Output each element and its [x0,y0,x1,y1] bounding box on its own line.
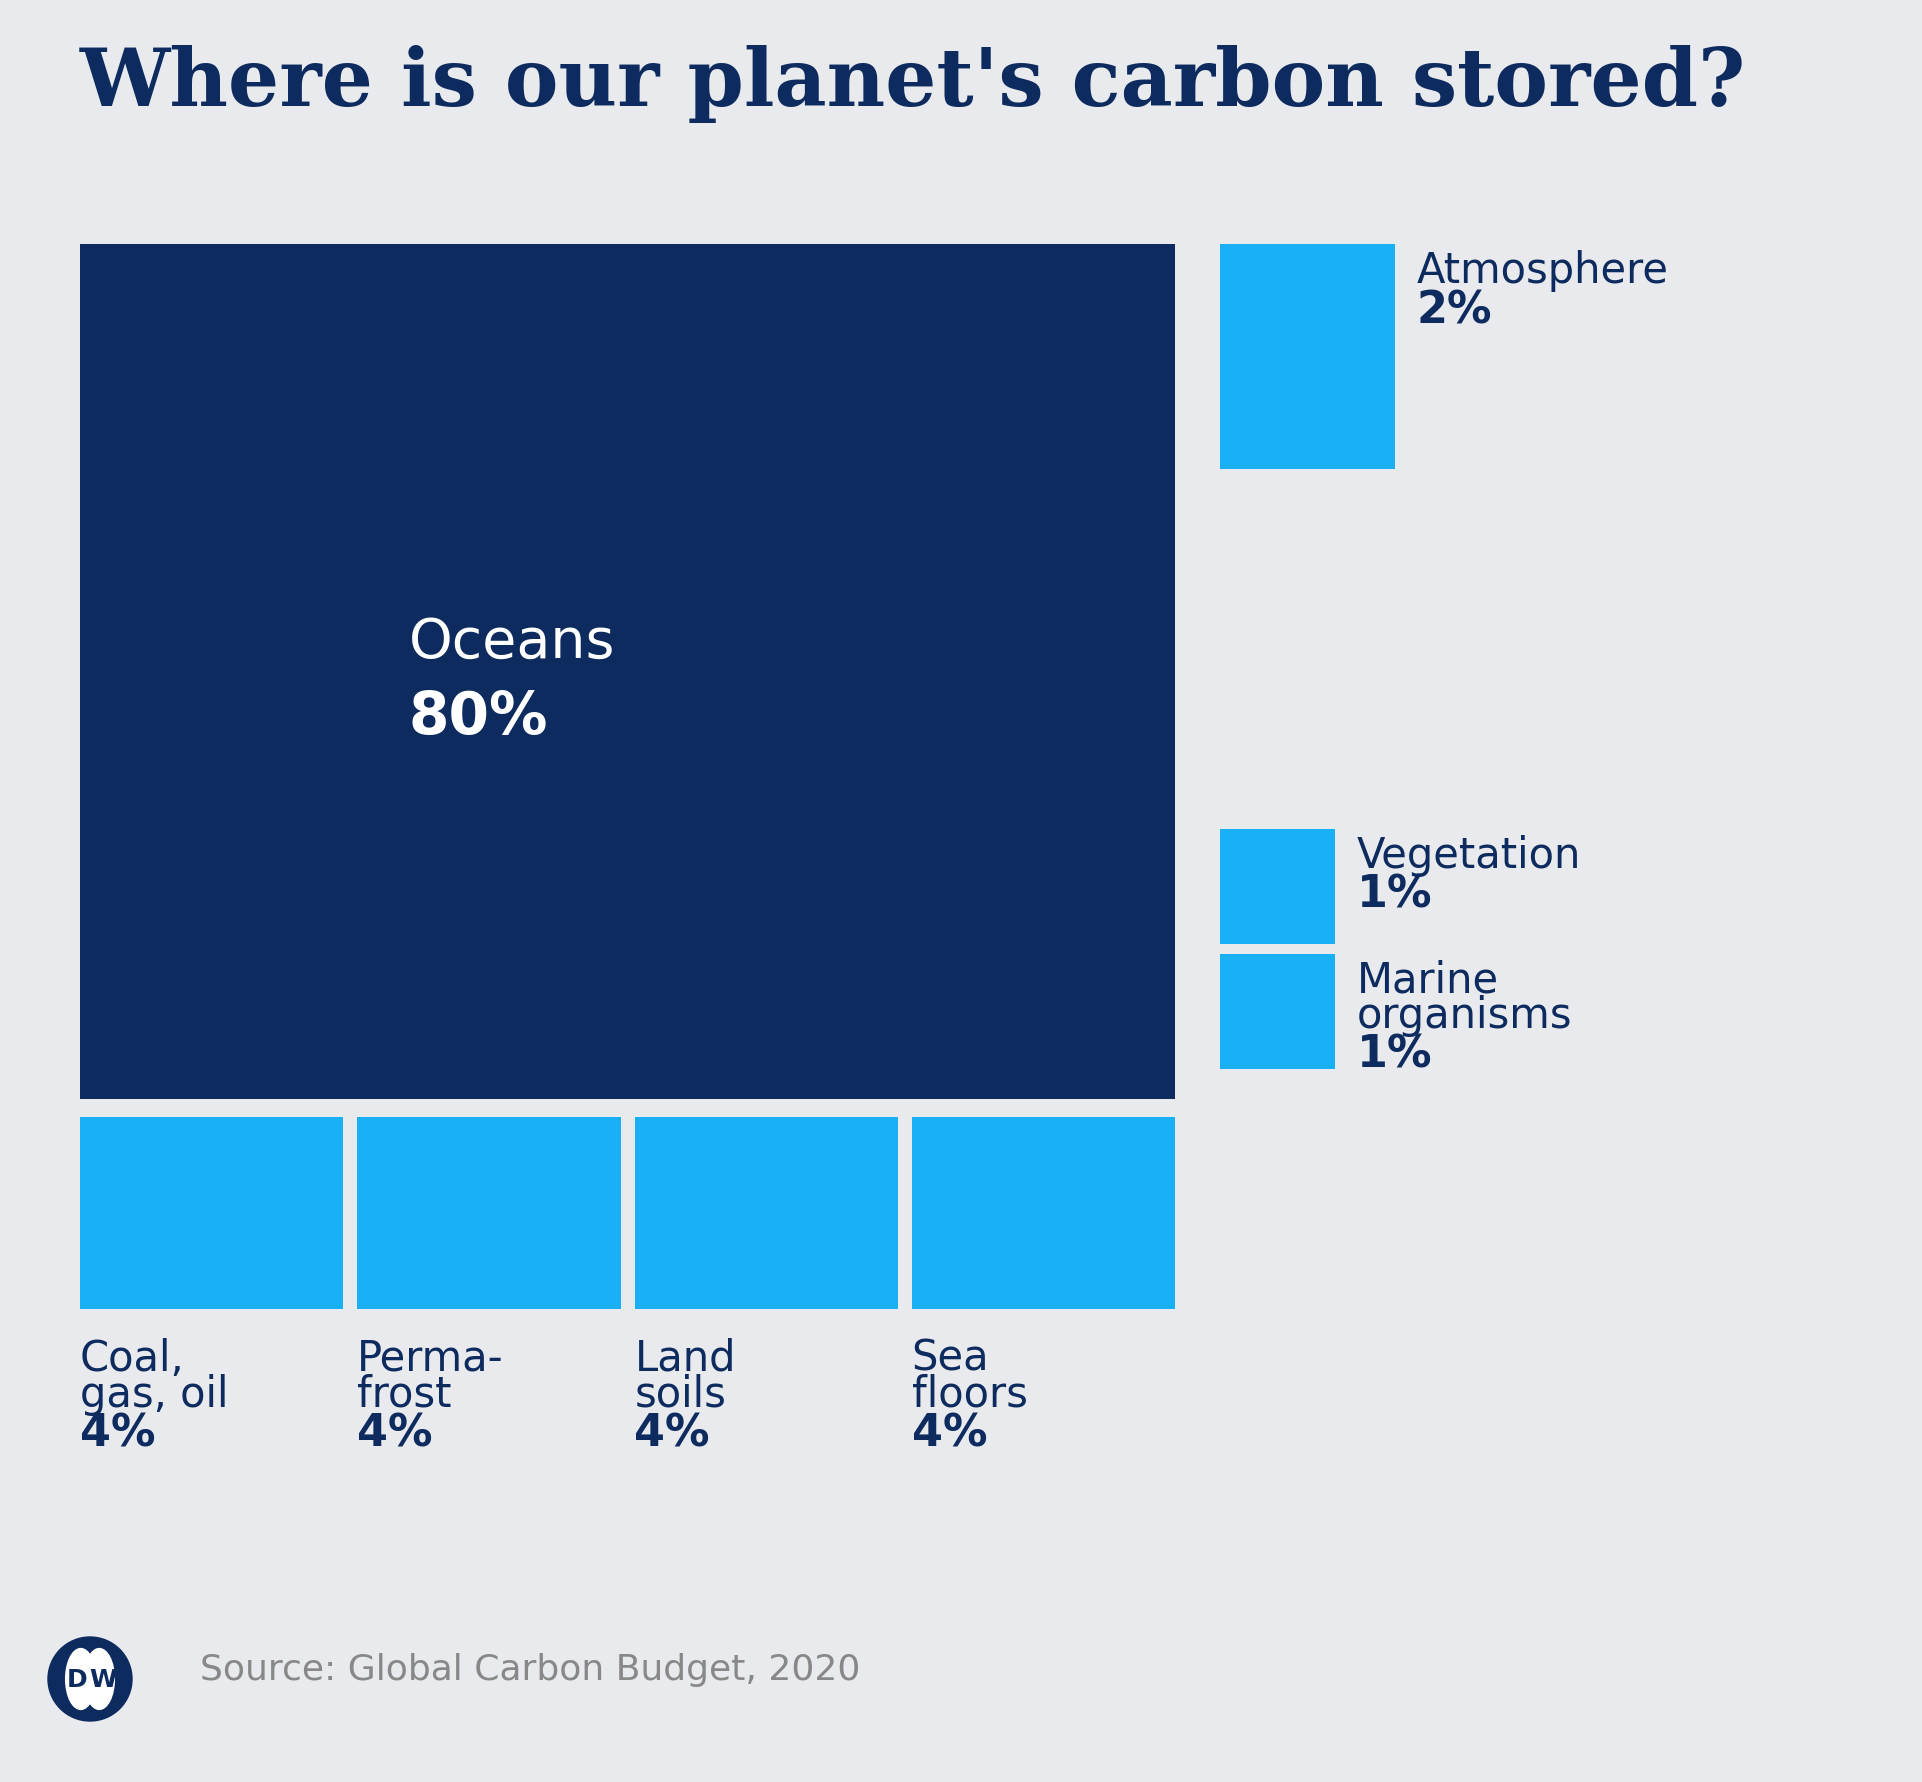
Text: organisms: organisms [1357,994,1572,1037]
Text: 2%: 2% [1417,289,1493,331]
Text: 4%: 4% [911,1411,988,1456]
Text: Coal,: Coal, [81,1336,185,1379]
Text: 4%: 4% [81,1411,156,1456]
Text: 4%: 4% [634,1411,709,1456]
Bar [1220,830,1336,944]
Bar [911,1117,1174,1310]
Bar [1220,244,1395,470]
Text: frost: frost [357,1374,452,1415]
Text: gas, oil: gas, oil [81,1374,229,1415]
Text: 1%: 1% [1357,873,1432,916]
Text: Marine: Marine [1357,959,1499,1001]
Text: Atmosphere: Atmosphere [1417,249,1668,292]
Bar [1220,955,1336,1069]
Text: Where is our planet's carbon stored?: Where is our planet's carbon stored? [81,45,1747,123]
Text: 4%: 4% [357,1411,432,1456]
Ellipse shape [85,1648,115,1709]
Text: D: D [67,1668,88,1691]
Text: floors: floors [911,1374,1028,1415]
Ellipse shape [65,1648,96,1709]
Text: soils: soils [634,1374,727,1415]
Text: Vegetation: Vegetation [1357,834,1582,877]
Text: Land: Land [634,1336,736,1379]
Bar [81,1117,344,1310]
Text: Perma-: Perma- [357,1336,504,1379]
Bar [81,244,1174,1099]
Text: Oceans: Oceans [409,615,615,668]
Bar [357,1117,621,1310]
Text: 1%: 1% [1357,1034,1432,1076]
Text: 80%: 80% [409,688,548,745]
Text: Sea: Sea [911,1336,990,1379]
Circle shape [48,1638,133,1721]
Text: W: W [88,1668,117,1691]
Text: Source: Global Carbon Budget, 2020: Source: Global Carbon Budget, 2020 [200,1652,861,1686]
Bar [634,1117,898,1310]
